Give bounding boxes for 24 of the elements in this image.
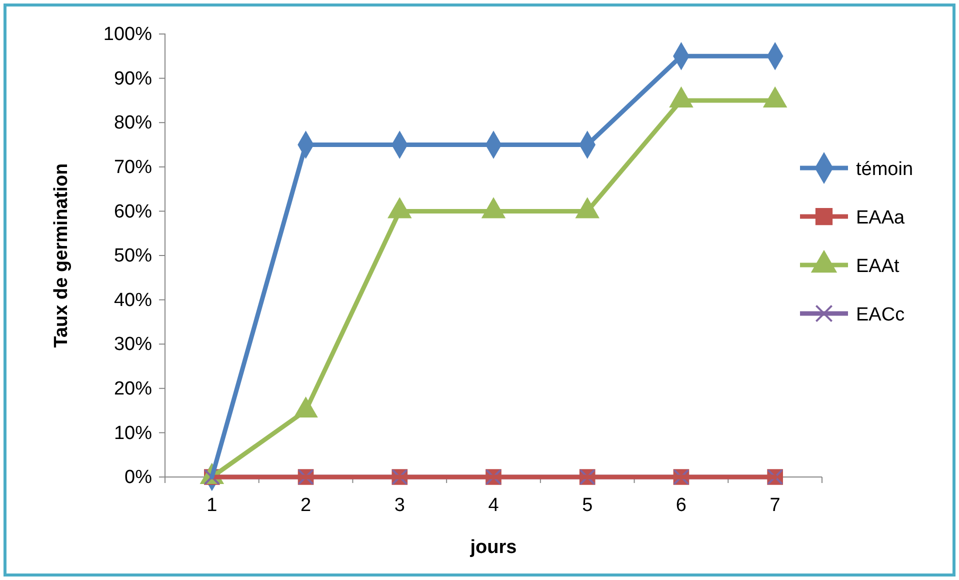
x-tick-label: 5 — [582, 495, 593, 516]
y-tick-label: 80% — [114, 112, 152, 134]
y-tick-label: 20% — [114, 378, 152, 400]
y-tick-label: 70% — [114, 156, 152, 178]
y-tick-label: 100% — [103, 24, 152, 46]
x-axis-title: jours — [469, 537, 517, 558]
legend-label: EAAt — [856, 256, 900, 277]
legend-label: EAAa — [856, 208, 906, 228]
y-tick-label: 50% — [114, 246, 152, 267]
y-tick-label: 40% — [114, 290, 152, 311]
y-tick-label: 0% — [124, 467, 152, 488]
x-tick-label: 1 — [206, 495, 218, 516]
x-tick-label: 3 — [394, 495, 405, 516]
x-tick-label: 6 — [676, 495, 687, 516]
legend-label: témoin — [856, 159, 914, 180]
y-tick-label: 60% — [114, 201, 152, 222]
y-tick-label: 90% — [114, 68, 152, 90]
x-tick-label: 7 — [770, 495, 780, 516]
legend-label: EACc — [856, 304, 905, 326]
x-tick-label: 2 — [300, 495, 312, 516]
y-axis-title: Taux de germination — [51, 163, 72, 348]
y-tick-label: 10% — [114, 422, 152, 444]
y-tick-label: 30% — [114, 334, 152, 356]
x-tick-label: 4 — [488, 495, 500, 516]
